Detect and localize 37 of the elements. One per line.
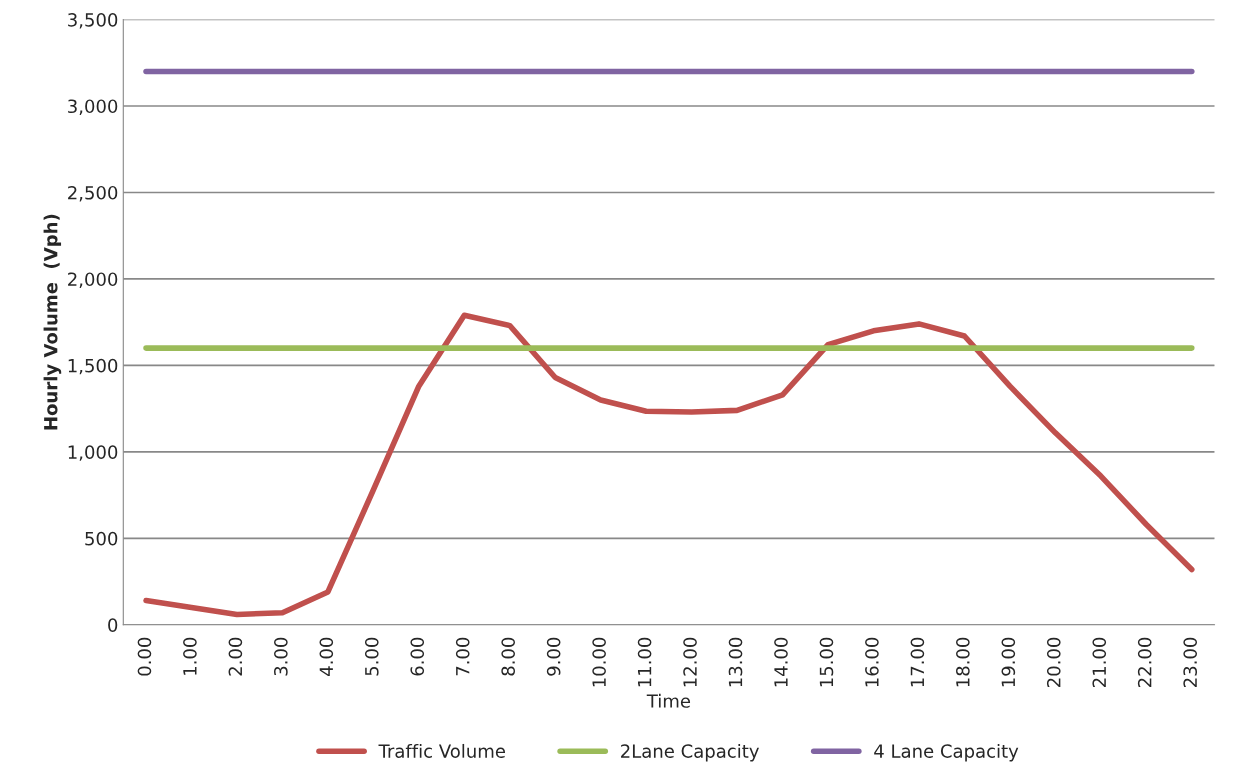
y-tick-label: 3,000 bbox=[68, 99, 118, 115]
x-tick-label: 1.00 bbox=[183, 637, 197, 675]
legend-label: Traffic Volume bbox=[378, 743, 506, 758]
x-tick-label: 20.00 bbox=[1046, 637, 1061, 687]
x-axis-title: Time bbox=[646, 693, 691, 708]
x-tick-label: 4.00 bbox=[319, 637, 334, 676]
x-tick-label: 2.00 bbox=[228, 637, 243, 676]
y-axis-title: Hourly Volume (Vph) bbox=[43, 214, 62, 430]
y-tick-label: 3,500 bbox=[68, 12, 118, 29]
y-tick-label: 1,500 bbox=[68, 358, 118, 375]
y-tick-label: 2,500 bbox=[68, 185, 118, 202]
x-tick-label: 16.00 bbox=[865, 637, 879, 687]
x-tick-label: 5.00 bbox=[364, 637, 379, 676]
x-tick-label: 13.00 bbox=[728, 637, 743, 687]
x-tick-label: 10.00 bbox=[592, 637, 606, 687]
x-tick-label: 0.00 bbox=[137, 637, 152, 676]
x-tick-label: 3.00 bbox=[274, 637, 288, 676]
x-tick-label: 19.00 bbox=[1001, 637, 1016, 687]
x-tick-label: 12.00 bbox=[683, 637, 697, 687]
x-tick-label: 18.00 bbox=[956, 637, 970, 687]
y-tick-label: 500 bbox=[85, 531, 118, 546]
y-tick-label: 1,000 bbox=[68, 445, 118, 461]
x-tick-label: 9.00 bbox=[546, 637, 561, 676]
x-tick-label: 21.00 bbox=[1092, 637, 1107, 687]
x-tick-label: 14.00 bbox=[774, 637, 788, 687]
legend-label: 2Lane Capacity bbox=[621, 743, 759, 762]
x-tick-label: 11.00 bbox=[637, 637, 652, 687]
legend-label: 4 Lane Capacity bbox=[874, 743, 1019, 762]
x-tick-label: 7.00 bbox=[455, 637, 470, 676]
x-tick-label: 23.00 bbox=[1183, 637, 1198, 687]
y-tick-label: 2,000 bbox=[68, 272, 118, 288]
x-tick-label: 6.00 bbox=[410, 637, 425, 676]
y-tick-label: 0 bbox=[108, 618, 118, 632]
x-tick-label: 15.00 bbox=[819, 637, 834, 687]
x-tick-label: 17.00 bbox=[910, 637, 925, 687]
x-tick-label: 22.00 bbox=[1137, 637, 1152, 687]
x-tick-label: 8.00 bbox=[501, 637, 516, 676]
